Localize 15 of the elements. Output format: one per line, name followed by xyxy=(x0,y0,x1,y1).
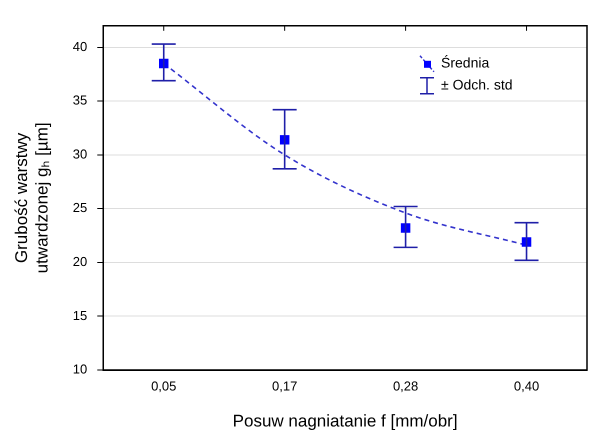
y-tick-label: 40 xyxy=(72,38,88,54)
x-tick-label: 0,05 xyxy=(151,378,176,394)
y-tick-label: 10 xyxy=(72,362,88,377)
y-tick-label: 30 xyxy=(72,146,88,162)
y-tick-label: 25 xyxy=(72,200,88,216)
x-tick-label: 0,40 xyxy=(514,378,540,394)
y-tick-label: 20 xyxy=(72,254,88,270)
y-tick-label: 35 xyxy=(72,92,88,108)
x-tick-label: 0,17 xyxy=(272,378,298,394)
y-axis-title: Grubość warstwy utwardzonej gₕ [µm] xyxy=(12,122,52,274)
x-axis-title: Posuw nagniatanie f [mm/obr] xyxy=(232,411,458,430)
annotation: ± Odch. std xyxy=(441,76,512,93)
legend-label: Średnia xyxy=(441,54,490,71)
y-tick-label: 15 xyxy=(72,308,88,323)
x-tick-label: 0,28 xyxy=(392,378,418,394)
